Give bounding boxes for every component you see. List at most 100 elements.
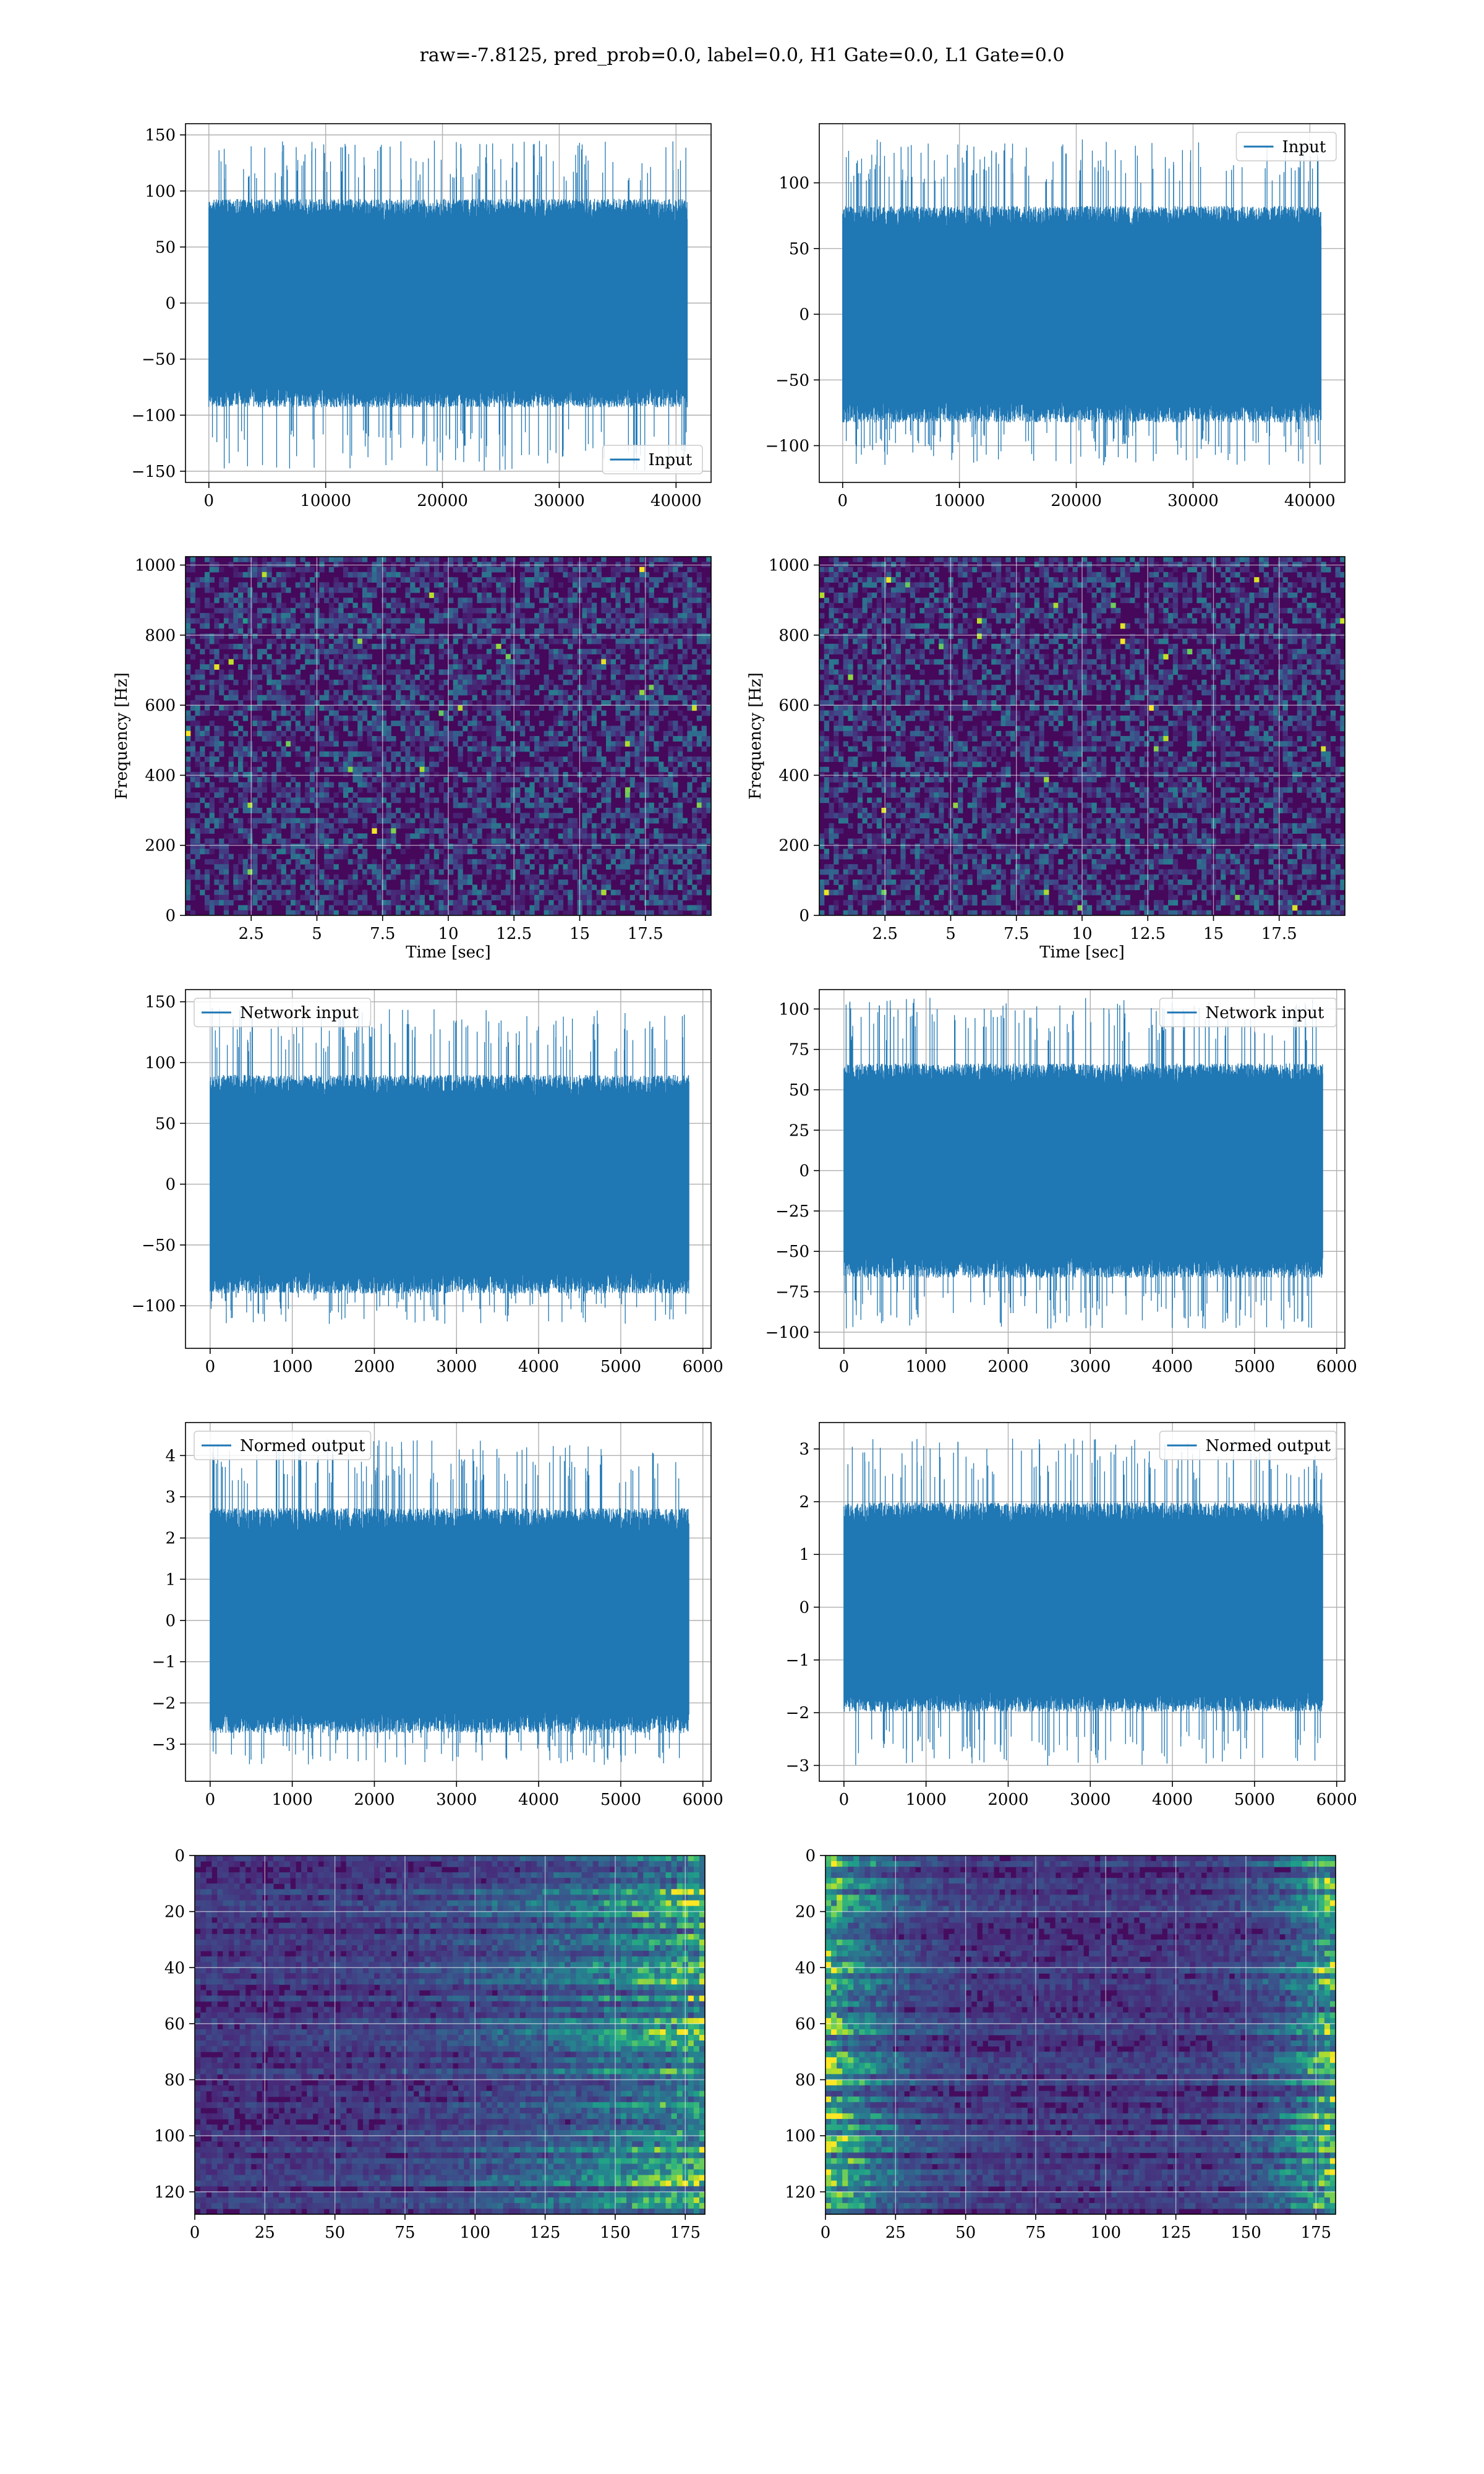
spectrogram-cell [186, 730, 191, 737]
spectrogram-cell [519, 894, 526, 901]
spectrogram-cell [348, 858, 354, 865]
spectrogram-cell [634, 582, 640, 588]
spectrogram-cell [610, 669, 616, 675]
spectrogram-cell [242, 618, 249, 624]
spectrogram-cell [228, 838, 234, 844]
spectrogram-cell [458, 746, 463, 752]
spectrogram-cell [458, 659, 463, 665]
spectrogram-cell [453, 844, 459, 849]
spectrogram-cell [929, 577, 935, 583]
spectrogram-cell [348, 597, 354, 604]
spectrogram-cell [529, 787, 535, 793]
spectrogram-cell [219, 808, 224, 813]
spectrogram-cell [448, 664, 454, 670]
spectrogram-cell [276, 766, 282, 773]
spectrogram-cell [553, 638, 559, 644]
spectrogram-cell [309, 587, 315, 593]
spectrogram-cell [328, 623, 335, 629]
spectrogram-cell [654, 664, 659, 670]
spectrogram-cell [548, 664, 554, 670]
spectrogram-cell [333, 715, 339, 721]
spectrogram-cell [238, 858, 244, 865]
spectrogram-cell [529, 654, 535, 660]
spectrogram-cell [654, 700, 659, 706]
spectrogram-cell [291, 659, 296, 665]
spectrogram-cell [362, 777, 368, 783]
spectrogram-cell [548, 777, 554, 783]
spectrogram-cell [1082, 577, 1088, 583]
spectrogram-cell [659, 782, 664, 788]
spectrogram-cell [410, 659, 416, 665]
spectrogram-cell [195, 874, 200, 880]
spectrogram-cell [501, 659, 506, 665]
spectrogram-cell [881, 587, 887, 593]
spectrogram-cell [453, 736, 459, 742]
spectrogram-cell [262, 849, 267, 855]
spectrogram-cell [362, 782, 368, 788]
spectrogram-cell [673, 679, 678, 685]
spectrogram-cell [448, 900, 454, 906]
spectrogram-cell [286, 751, 291, 757]
spectrogram-cell [677, 613, 683, 619]
spectrogram-cell [673, 854, 678, 860]
spectrogram-cell [319, 623, 325, 629]
spectrogram-cell [563, 736, 568, 742]
spectrogram-cell [829, 587, 834, 593]
spectrogram-cell [319, 900, 325, 906]
spectrogram-cell [639, 858, 645, 865]
spectrogram-cell [682, 602, 688, 609]
spectrogram-cell [1249, 557, 1255, 562]
spectrogram-cell [673, 674, 678, 680]
spectrogram-cell [1249, 571, 1255, 578]
spectrogram-cell [200, 659, 205, 665]
spectrogram-cell [429, 571, 435, 578]
spectrogram-cell [443, 828, 449, 834]
spectrogram-cell [529, 838, 535, 844]
spectrogram-cell [1039, 571, 1044, 578]
spectrogram-cell [1330, 582, 1336, 588]
spectrogram-cell [539, 597, 545, 604]
spectrogram-cell [228, 772, 234, 777]
spectrogram-cell [396, 654, 401, 660]
spectrogram-cell [419, 618, 425, 624]
spectrogram-cell [625, 792, 631, 798]
spectrogram-cell [200, 664, 205, 670]
spectrogram-cell [233, 597, 239, 604]
spectrogram-cell [443, 797, 449, 803]
spectrogram-cell [606, 690, 612, 696]
spectrogram-cell [587, 858, 592, 865]
spectrogram-cell [200, 751, 205, 757]
spectrogram-cell [496, 649, 501, 655]
spectrogram-cell [467, 874, 473, 880]
spectrogram-cell [309, 674, 315, 680]
spectrogram-cell [486, 633, 492, 640]
spectrogram-cell [824, 582, 830, 588]
spectrogram-cell [534, 802, 540, 808]
spectrogram-cell [663, 869, 669, 875]
spectrogram-cell [190, 838, 196, 844]
spectrogram-cell [343, 741, 349, 747]
spectrogram-cell [195, 669, 200, 675]
spectrogram-cell [486, 628, 492, 634]
spectrogram-cell [214, 664, 220, 670]
spectrogram-cell [276, 849, 282, 855]
spectrogram-cell [692, 593, 697, 598]
spectrogram-cell [433, 761, 440, 768]
spectrogram-cell [491, 705, 497, 711]
spectrogram-cell [958, 567, 963, 573]
spectrogram-cell [448, 607, 454, 614]
spectrogram-cell [400, 633, 406, 640]
spectrogram-cell [659, 802, 664, 808]
spectrogram-cell [443, 607, 449, 614]
spectrogram-cell [438, 593, 444, 598]
spectrogram-cell [419, 746, 425, 752]
spectrogram-cell [644, 649, 650, 655]
spectrogram-cell [252, 593, 258, 598]
spectrogram-cell [519, 864, 526, 870]
spectrogram-cell [467, 756, 473, 763]
spectrogram-cell [291, 828, 296, 834]
spectrogram-cell [443, 710, 449, 716]
spectrogram-cell [524, 838, 530, 844]
spectrogram-cell [515, 602, 521, 609]
spectrogram-cell [357, 700, 363, 706]
